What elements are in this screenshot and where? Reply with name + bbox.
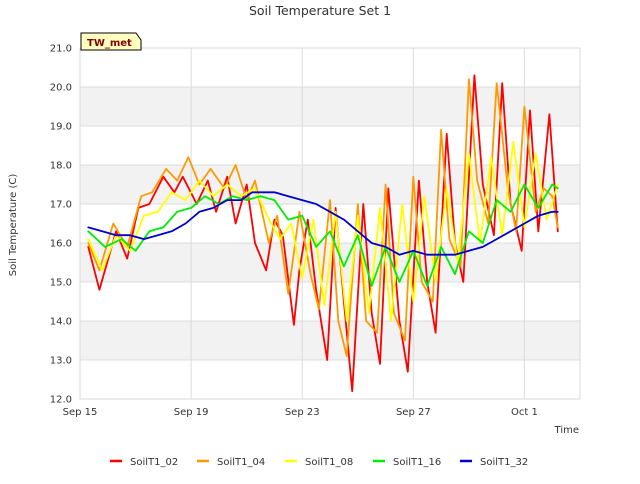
series-line-SoilT1_02	[87, 74, 559, 393]
plot-frame	[79, 47, 581, 400]
chart-title: Soil Temperature Set 1	[249, 3, 391, 18]
y-tick-label: 17.0	[50, 200, 72, 211]
series-line-SoilT1_04	[87, 78, 559, 358]
y-tick-label: 12.0	[50, 395, 72, 406]
x-tick-label: Sep 23	[285, 407, 320, 418]
series-lines	[87, 74, 559, 393]
x-tick-label: Sep 15	[63, 407, 98, 418]
y-axis-label: Soil Temperature (C)	[8, 174, 19, 277]
y-tick-label: 15.0	[50, 278, 72, 289]
site-label-text: TW_met	[87, 38, 132, 49]
series-line-SoilT1_16	[87, 183, 559, 287]
x-axis-label: Time	[554, 425, 579, 436]
x-tick-label: Sep 19	[174, 407, 209, 418]
y-tick-label: 14.0	[50, 317, 72, 328]
site-label-badge: TW_met	[80, 32, 142, 51]
y-tick-label: 21.0	[50, 44, 72, 55]
legend-label-SoilT1_04: SoilT1_04	[217, 457, 265, 468]
band-13	[80, 321, 580, 360]
y-tick-label: 18.0	[50, 161, 72, 172]
legend-label-SoilT1_02: SoilT1_02	[130, 457, 178, 468]
x-tick-label: Oct 1	[511, 407, 538, 418]
y-tick-label: 16.0	[50, 239, 72, 250]
site-label-box	[80, 32, 142, 51]
legend-label-SoilT1_08: SoilT1_08	[305, 457, 353, 468]
y-tick-label: 19.0	[50, 122, 72, 133]
x-tick-label: Sep 27	[396, 407, 431, 418]
y-tick-labels: 12.0 13.0 14.0 15.0 16.0 17.0 18.0 19.0 20.0 21.0	[50, 44, 72, 406]
legend-label-SoilT1_16: SoilT1_16	[393, 457, 441, 468]
series-line-SoilT1_08	[87, 140, 559, 322]
legend: SoilT1_02 SoilT1_04 SoilT1_08 SoilT1_16 Soil…	[110, 457, 528, 468]
x-tick-labels: Sep 15 Sep 19 Sep 23 Sep 27 Oct 1	[63, 407, 538, 418]
y-tick-label: 20.0	[50, 83, 72, 94]
y-tick-label: 13.0	[50, 356, 72, 367]
band-17	[80, 165, 580, 204]
series-line-SoilT1_32	[87, 191, 559, 256]
legend-label-SoilT1_32: SoilT1_32	[480, 457, 528, 468]
